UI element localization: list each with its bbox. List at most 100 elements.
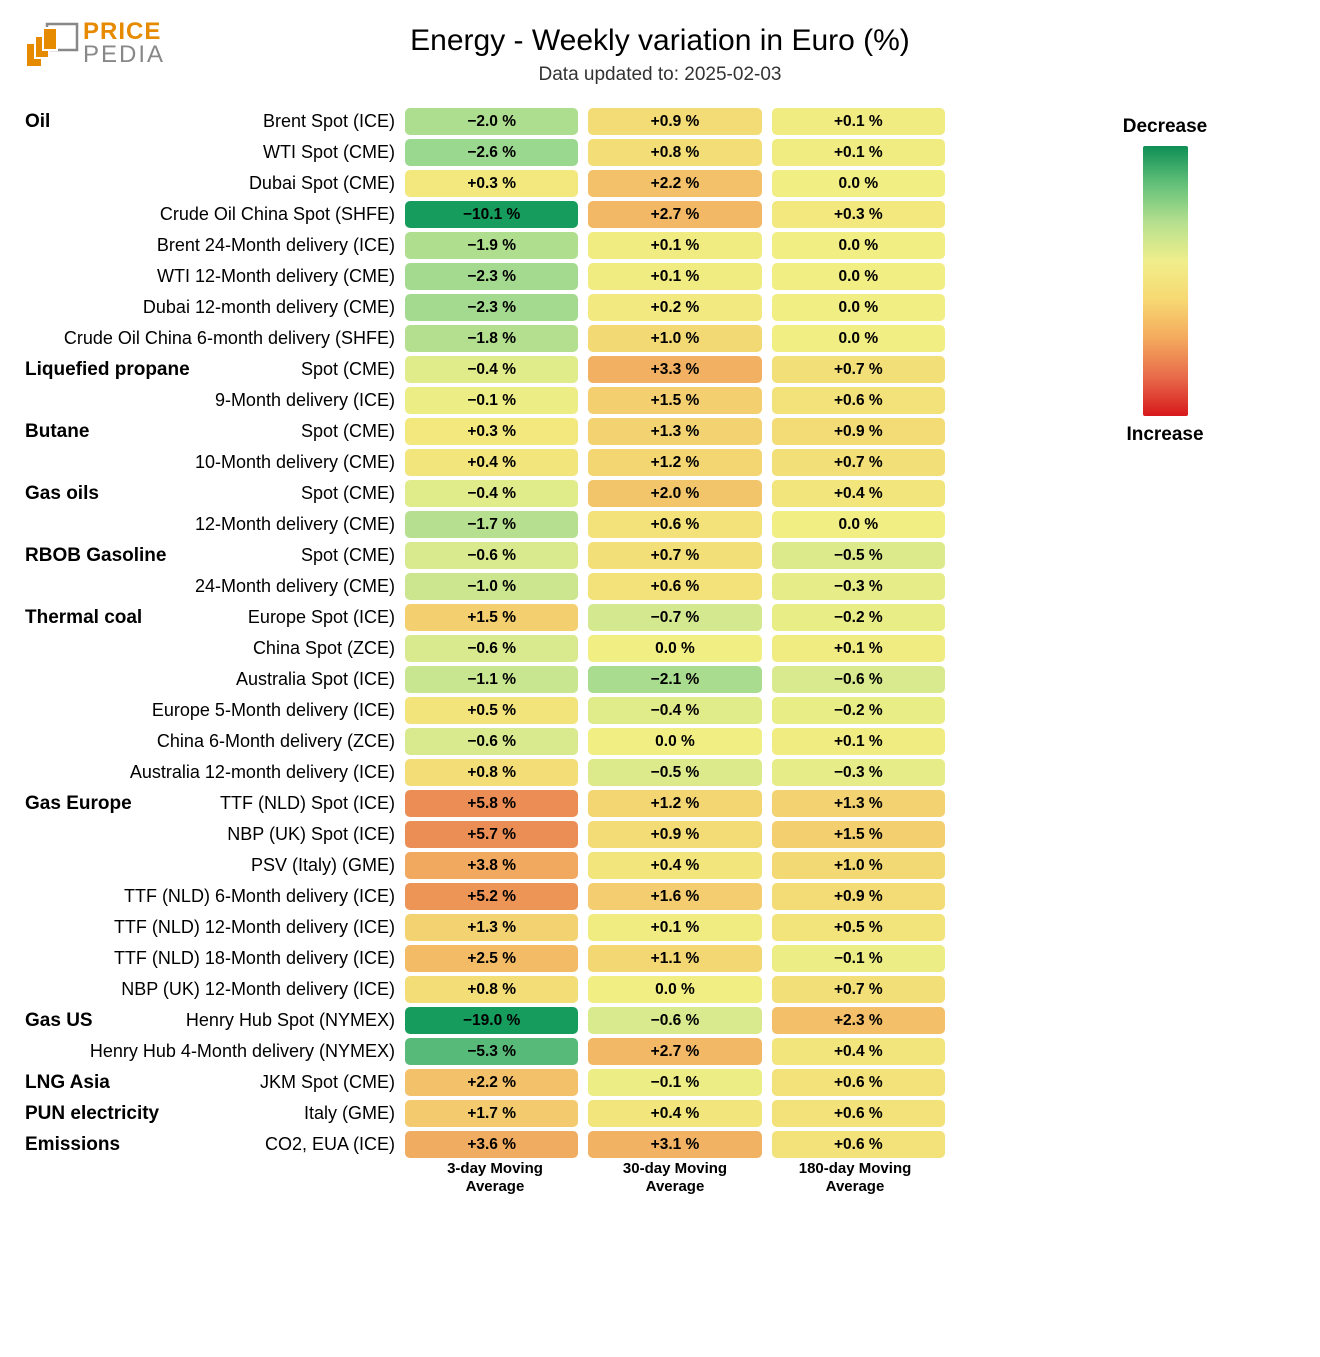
group-label: LNG Asia [25, 1067, 110, 1098]
table-row: −1.9 % +0.1 % 0.0 % [405, 230, 945, 261]
heatmap-cell: +0.8 % [405, 759, 578, 786]
heatmap-cell: +1.3 % [588, 418, 761, 445]
heatmap-table: 3-day MovingAverage30-day MovingAverage1… [25, 106, 1295, 1208]
heatmap-cell: −1.7 % [405, 511, 578, 538]
heatmap-cell: +0.1 % [588, 914, 761, 941]
heatmap-cell: +0.4 % [588, 852, 761, 879]
heatmap-cell: −2.3 % [405, 294, 578, 321]
heatmap-cell: −0.3 % [772, 573, 945, 600]
row-label: Spot (CME)Gas oils [25, 478, 405, 509]
page-subtitle: Data updated to: 2025-02-03 [25, 64, 1295, 86]
heatmap-cell: +1.1 % [588, 945, 761, 972]
row-label: NBP (UK) Spot (ICE) [25, 819, 405, 850]
table-row: −2.3 %+0.2 %0.0 % [405, 292, 945, 323]
heatmap-cell: 0.0 % [588, 635, 761, 662]
table-row: −0.4 %+3.3 %+0.7 % [405, 354, 945, 385]
heatmap-cell: +0.9 % [772, 418, 945, 445]
heatmap-cell: +0.3 % [772, 201, 945, 228]
heatmap-cell: −0.6 % [405, 542, 578, 569]
row-label: JKM Spot (CME)LNG Asia [25, 1067, 405, 1098]
heatmap-cell: −1.9 % [405, 232, 578, 259]
heatmap-cell: +0.1 % [772, 728, 945, 755]
table-row: −10.1 %+2.7 %+0.3 % [405, 199, 945, 230]
row-label: WTI Spot (CME) [25, 137, 405, 168]
table-row: −19.0 %−0.6 %+2.3 % [405, 1005, 945, 1036]
heatmap-cell: +2.2 % [588, 170, 761, 197]
table-row: −0.6 %0.0 %+0.1 % [405, 726, 945, 757]
heatmap-cell: +1.3 % [772, 790, 945, 817]
table-row: −1.1 %−2.1 %−0.6 % [405, 664, 945, 695]
heatmap-cell: +3.8 % [405, 852, 578, 879]
group-label: Thermal coal [25, 602, 142, 633]
legend-top-label: Decrease [1123, 116, 1208, 138]
legend-bottom-label: Increase [1126, 424, 1203, 446]
heatmap-cell: +0.5 % [772, 914, 945, 941]
legend-gradient-bar [1143, 146, 1188, 416]
heatmap-cell: +0.6 % [772, 1100, 945, 1127]
heatmap-cell: +1.5 % [772, 821, 945, 848]
heatmap-cell: +1.2 % [588, 790, 761, 817]
heatmap-cell: +1.3 % [405, 914, 578, 941]
table-row: −1.8 %+1.0 %0.0 % [405, 323, 945, 354]
heatmap-cell: −0.6 % [772, 666, 945, 693]
heatmap-cell: +0.7 % [588, 542, 761, 569]
heatmap-cell: −0.1 % [588, 1069, 761, 1096]
group-label: RBOB Gasoline [25, 540, 166, 571]
row-label: WTI 12-Month delivery (CME) [25, 261, 405, 292]
heatmap-cell: +2.7 % [588, 1038, 761, 1065]
heatmap-cell: +0.4 % [772, 1038, 945, 1065]
logo: PRICE PEDIA [25, 20, 165, 68]
row-labels-column: Brent Spot (ICE)OilWTI Spot (CME)Dubai S… [25, 106, 405, 1160]
group-label: PUN electricity [25, 1098, 159, 1129]
heatmap-cell: +1.7 % [405, 1100, 578, 1127]
heatmap-cell: +0.9 % [588, 821, 761, 848]
heatmap-cell: +0.1 % [588, 263, 761, 290]
column-header: 180-day MovingAverage [765, 1160, 945, 1196]
group-label: Liquefied propane [25, 354, 190, 385]
column-header: 3-day MovingAverage [405, 1160, 585, 1196]
heatmap-cell: +0.7 % [772, 356, 945, 383]
table-row: −5.3 %+2.7 %+0.4 % [405, 1036, 945, 1067]
row-label: TTF (NLD) Spot (ICE)Gas Europe [25, 788, 405, 819]
table-row: +0.3 %+2.2 %0.0 % [405, 168, 945, 199]
data-cells-column: −2.0 %+0.9 %+0.1 %−2.6 %+0.8 %+0.1 %+0.3… [405, 106, 945, 1160]
heatmap-cell: −0.4 % [405, 356, 578, 383]
table-row: −2.0 %+0.9 %+0.1 % [405, 106, 945, 137]
group-label: Oil [25, 106, 50, 137]
heatmap-cell: −2.0 % [405, 108, 578, 135]
color-legend: Decrease Increase [945, 106, 1295, 1160]
heatmap-cell: +0.1 % [588, 232, 761, 259]
heatmap-cell: +0.1 % [772, 635, 945, 662]
heatmap-cell: −0.2 % [772, 697, 945, 724]
group-label: Gas Europe [25, 788, 132, 819]
row-label: Brent 24-Month delivery (ICE) [25, 230, 405, 261]
heatmap-cell: −0.7 % [588, 604, 761, 631]
row-label: Brent Spot (ICE)Oil [25, 106, 405, 137]
heatmap-cell: −0.4 % [588, 697, 761, 724]
row-label: Henry Hub 4-Month delivery (NYMEX) [25, 1036, 405, 1067]
heatmap-cell: −0.2 % [772, 604, 945, 631]
heatmap-cell: +0.7 % [772, 449, 945, 476]
group-label: Butane [25, 416, 89, 447]
heatmap-cell: 0.0 % [588, 728, 761, 755]
heatmap-cell: +5.7 % [405, 821, 578, 848]
table-row: +3.6 %+3.1 %+0.6 % [405, 1129, 945, 1160]
heatmap-cell: +2.2 % [405, 1069, 578, 1096]
heatmap-cell: +0.4 % [772, 480, 945, 507]
heatmap-cell: +0.6 % [772, 387, 945, 414]
heatmap-cell: 0.0 % [772, 232, 945, 259]
row-label: TTF (NLD) 6-Month delivery (ICE) [25, 881, 405, 912]
heatmap-cell: +0.6 % [588, 511, 761, 538]
heatmap-cell: −0.6 % [588, 1007, 761, 1034]
table-row: +1.3 % +0.1 % +0.5 % [405, 912, 945, 943]
row-label: China 6-Month delivery (ZCE) [25, 726, 405, 757]
heatmap-cell: −0.3 % [772, 759, 945, 786]
heatmap-cell: +0.2 % [588, 294, 761, 321]
heatmap-cell: +0.9 % [772, 883, 945, 910]
heatmap-cell: +5.2 % [405, 883, 578, 910]
table-row: −1.0 %+0.6 %−0.3 % [405, 571, 945, 602]
table-row: +5.7 % +0.9 % +1.5 % [405, 819, 945, 850]
row-label: Italy (GME)PUN electricity [25, 1098, 405, 1129]
table-row: +1.7 %+0.4 %+0.6 % [405, 1098, 945, 1129]
table-row: +0.8 %−0.5 %−0.3 % [405, 757, 945, 788]
